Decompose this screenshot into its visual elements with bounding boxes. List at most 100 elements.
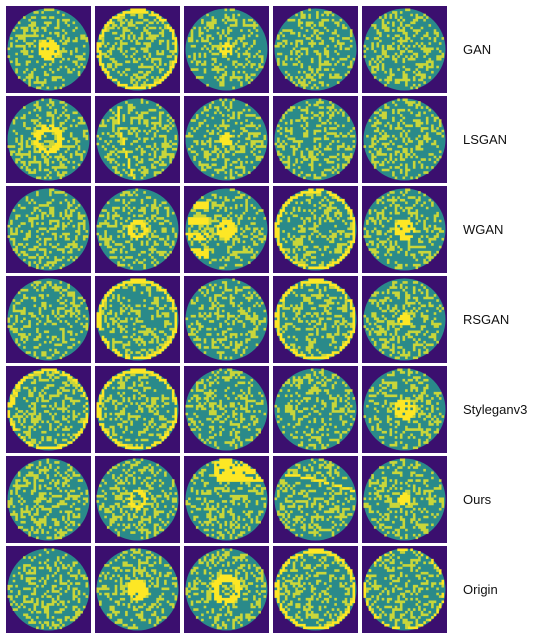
wafer-map-die-pixels	[185, 278, 267, 360]
wafer-map-tile	[184, 366, 269, 453]
wafer-map-die-pixels	[7, 188, 89, 270]
wafer-map-die-pixels	[7, 458, 89, 540]
wafer-map-image	[184, 366, 269, 453]
wafer-map-image	[95, 186, 180, 273]
wafer-speckle	[363, 458, 445, 540]
wafer-map-image	[6, 366, 91, 453]
wafer-map-tile	[95, 456, 180, 543]
wafer-speckle	[7, 98, 89, 180]
wafer-map-die-pixels	[363, 188, 445, 270]
wafer-defect-region	[397, 312, 411, 326]
wafer-map-die-pixels	[274, 458, 356, 537]
wafer-map-image	[95, 546, 180, 633]
wafer-map-image	[184, 186, 269, 273]
wafer-defect-region	[117, 106, 136, 180]
wafer-map-tile	[95, 6, 180, 93]
wafer-speckle	[363, 8, 445, 90]
wafer-speckle	[185, 98, 267, 180]
wafer-speckle	[7, 8, 89, 90]
wafer-map-tile	[6, 186, 91, 273]
wafer-map-image	[362, 546, 447, 633]
wafer-map-image	[95, 6, 180, 93]
wafer-speckle	[185, 548, 267, 630]
wafer-map-image	[6, 546, 91, 633]
wafer-defect-region	[219, 42, 233, 56]
wafer-defect-region	[127, 579, 149, 601]
wafer-map-image	[362, 186, 447, 273]
wafer-disk	[7, 548, 90, 631]
wafer-map-die-pixels	[274, 278, 356, 360]
wafer-map-tile	[6, 276, 91, 363]
wafer-map-tile	[362, 546, 447, 633]
wafer-map-image	[362, 456, 447, 543]
wafer-speckle	[274, 98, 356, 180]
wafer-map-die-pixels	[274, 98, 356, 180]
wafer-speckle	[363, 98, 445, 180]
wafer-disk	[96, 98, 179, 181]
wafer-map-image	[95, 366, 180, 453]
wafer-map-image	[6, 456, 91, 543]
wafer-map-die-pixels	[96, 548, 178, 630]
wafer-map-image	[362, 366, 447, 453]
wafer-map-image	[95, 96, 180, 183]
wafer-defect-region	[394, 219, 416, 241]
wafer-defect-region	[185, 201, 238, 259]
wafer-map-image	[273, 186, 358, 273]
wafer-speckle	[7, 548, 89, 630]
wafer-map-image	[273, 546, 358, 633]
row-label: RSGAN	[463, 312, 510, 327]
wafer-defect-region	[33, 124, 65, 156]
wafer-map-die-pixels	[274, 8, 356, 90]
wafer-speckle	[7, 458, 89, 540]
wafer-speckle	[12, 371, 86, 447]
wafer-map-die-pixels	[7, 368, 89, 450]
wafer-map-tile	[184, 96, 269, 183]
wafer-map-image	[6, 186, 91, 273]
wafer-map-image	[6, 276, 91, 363]
wafer-speckle	[7, 188, 89, 270]
wafer-map-image	[184, 96, 269, 183]
row-label: Ours	[463, 492, 492, 507]
wafer-speckle	[279, 283, 353, 357]
wafer-disk	[274, 368, 357, 451]
wafer-speckle	[96, 548, 178, 630]
wafer-map-tile	[95, 366, 180, 453]
wafer-map-tile	[184, 6, 269, 93]
wafer-map-tile	[95, 546, 180, 633]
wafer-map-tile	[6, 6, 91, 93]
wafer-map-tile	[273, 276, 358, 363]
wafer-map-tile	[6, 546, 91, 633]
row-label: Origin	[463, 582, 498, 597]
wafer-defect-region	[211, 574, 243, 606]
wafer-map-image	[362, 6, 447, 93]
wafer-map-image	[273, 366, 358, 453]
wafer-defect-region	[397, 492, 411, 506]
wafer-map-image	[273, 456, 358, 543]
wafer-map-die-pixels	[185, 188, 267, 270]
wafer-map-tile	[6, 366, 91, 453]
wafer-speckle	[96, 458, 178, 540]
wafer-map-tile	[6, 96, 91, 183]
row-label: Styleganv3	[463, 402, 528, 417]
wafer-map-die-pixels	[363, 98, 445, 180]
wafer-defect-region	[394, 399, 416, 421]
wafer-map-die-pixels	[185, 458, 267, 540]
wafer-map-image	[6, 6, 91, 93]
wafer-map-tile	[273, 6, 358, 93]
wafer-speckle	[363, 281, 445, 360]
wafer-speckle	[274, 368, 356, 450]
wafer-map-tile	[95, 276, 180, 363]
wafer-map-die-pixels	[185, 368, 267, 450]
wafer-map-tile	[6, 456, 91, 543]
wafer-map-die-pixels	[7, 548, 89, 630]
wafer-map-image	[273, 6, 358, 93]
wafer-map-die-pixels	[274, 368, 356, 450]
wafer-map-die-pixels	[7, 8, 89, 90]
wafer-map-tile	[273, 456, 358, 543]
wafer-map-tile	[273, 186, 358, 273]
wafer-map-die-pixels	[188, 8, 264, 90]
wafer-map-die-pixels	[363, 281, 445, 360]
wafer-speckle	[185, 278, 267, 360]
wafer-map-image	[362, 276, 447, 363]
